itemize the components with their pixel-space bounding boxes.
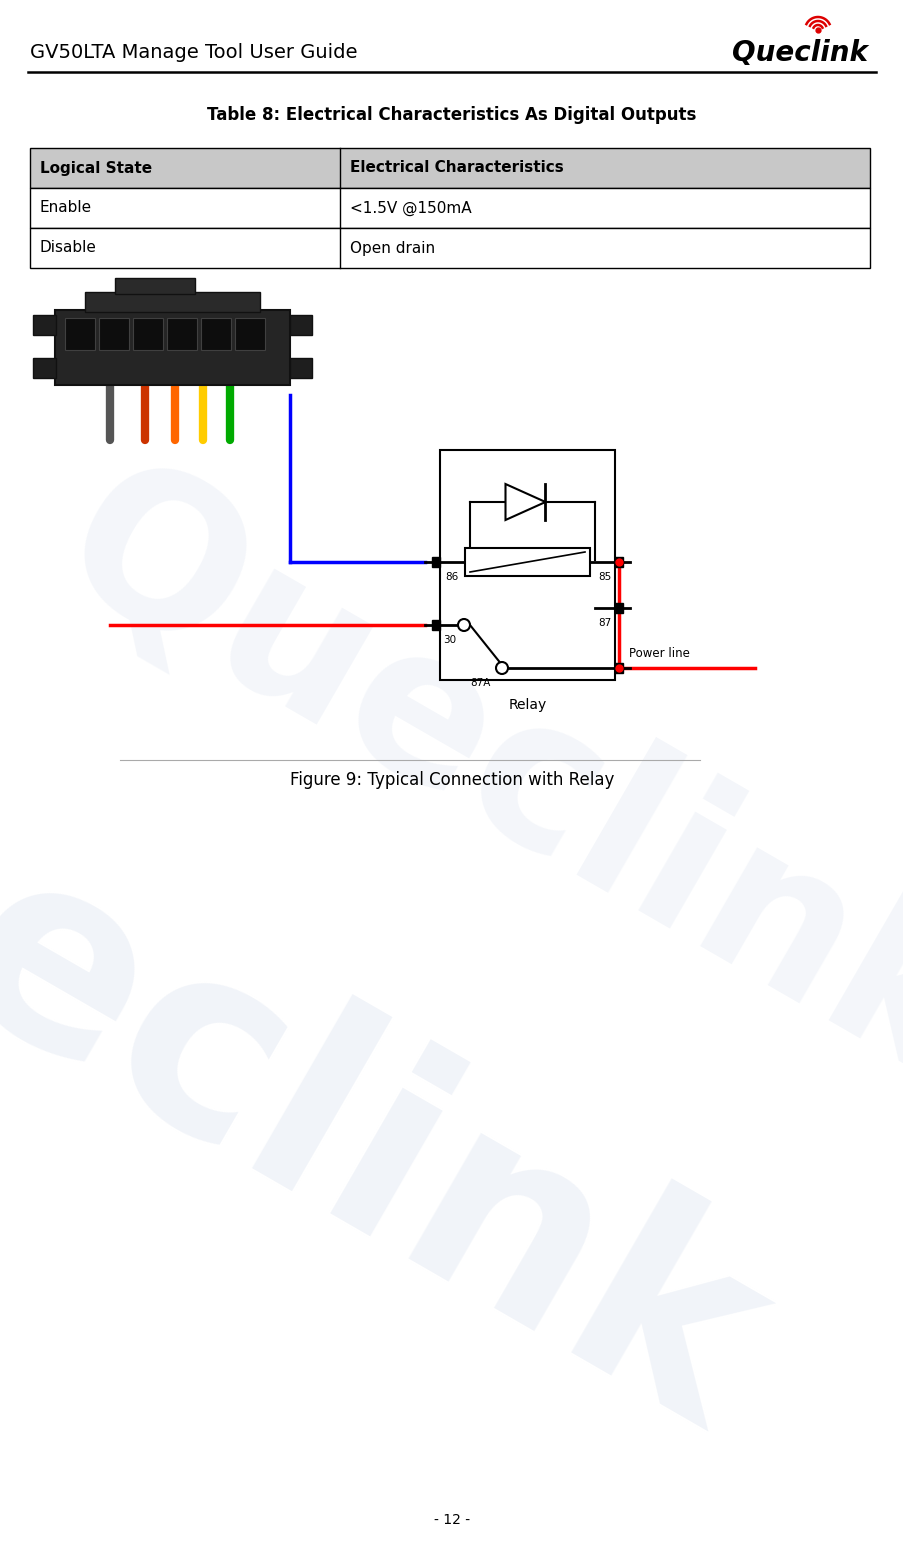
Bar — [614, 557, 622, 567]
Text: 87: 87 — [598, 618, 611, 628]
Bar — [440, 450, 614, 680]
Bar — [33, 358, 56, 378]
Text: 86: 86 — [445, 573, 458, 582]
Text: GV50LTA Manage Tool User Guide: GV50LTA Manage Tool User Guide — [30, 42, 357, 62]
Bar — [99, 317, 129, 350]
Text: 30: 30 — [443, 635, 456, 646]
Bar — [200, 317, 231, 350]
Bar — [614, 604, 622, 613]
Bar — [55, 310, 290, 385]
Text: 85: 85 — [598, 573, 611, 582]
Text: Logical State: Logical State — [40, 161, 152, 175]
Bar — [290, 314, 312, 334]
Bar — [33, 314, 56, 334]
Circle shape — [458, 619, 470, 632]
Bar — [432, 557, 440, 567]
Text: Power line: Power line — [628, 647, 689, 659]
Text: 87A: 87A — [470, 678, 489, 687]
Text: Open drain: Open drain — [349, 240, 434, 255]
Circle shape — [496, 663, 507, 673]
Bar — [30, 187, 869, 228]
Bar — [115, 279, 195, 294]
Text: Table 8: Electrical Characteristics As Digital Outputs: Table 8: Electrical Characteristics As D… — [207, 105, 696, 124]
Bar — [235, 317, 265, 350]
Bar — [432, 621, 440, 630]
Text: Queclink: Queclink — [0, 616, 803, 1485]
Text: <1.5V @150mA: <1.5V @150mA — [349, 200, 471, 215]
Bar — [85, 293, 260, 313]
Text: Disable: Disable — [40, 240, 97, 255]
Text: Enable: Enable — [40, 201, 92, 215]
Polygon shape — [505, 485, 545, 520]
Bar — [614, 663, 622, 673]
Bar — [290, 358, 312, 378]
Bar — [30, 149, 869, 187]
Text: Electrical Characteristics: Electrical Characteristics — [349, 161, 563, 175]
Bar — [30, 228, 869, 268]
Bar — [133, 317, 163, 350]
Text: Queclink: Queclink — [731, 39, 867, 67]
Text: Figure 9: Typical Connection with Relay: Figure 9: Typical Connection with Relay — [290, 771, 613, 789]
Text: Queclink: Queclink — [28, 438, 903, 1122]
Bar — [167, 317, 197, 350]
Text: Relay: Relay — [507, 698, 546, 712]
Bar — [65, 317, 95, 350]
Text: - 12 -: - 12 - — [433, 1512, 470, 1526]
Bar — [464, 548, 590, 576]
